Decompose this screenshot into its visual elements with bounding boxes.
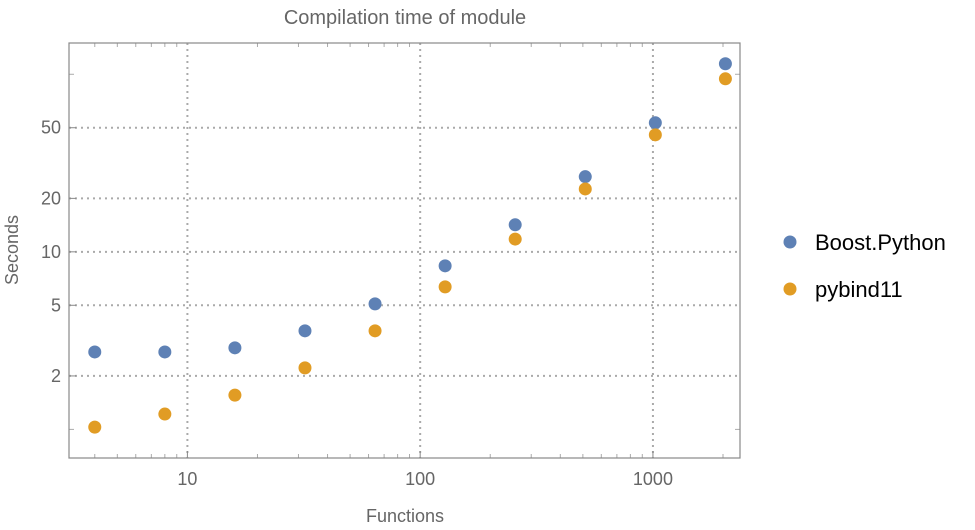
axis-ticks: 10 100 1000 2 5 10 20 50 <box>41 43 740 489</box>
point-pybind11 <box>298 361 312 375</box>
legend-marker <box>783 282 797 296</box>
point-boost-python <box>158 345 172 359</box>
point-boost-python <box>438 259 452 273</box>
point-boost-python <box>368 297 382 311</box>
x-tick-label: 100 <box>405 469 435 489</box>
y-axis-label: Seconds <box>2 215 22 285</box>
y-tick-label: 10 <box>41 242 61 262</box>
point-pybind11 <box>438 280 452 294</box>
data-points <box>88 57 732 434</box>
y-tick-label: 50 <box>41 118 61 138</box>
x-axis-label: Functions <box>366 506 444 525</box>
point-pybind11 <box>508 232 522 246</box>
point-boost-python <box>228 341 242 355</box>
y-tick-label: 2 <box>51 366 61 386</box>
point-pybind11 <box>368 324 382 338</box>
point-pybind11 <box>228 388 242 402</box>
chart-title: Compilation time of module <box>284 7 526 29</box>
x-tick-label: 1000 <box>633 469 673 489</box>
point-boost-python <box>88 345 102 359</box>
point-boost-python <box>508 218 522 232</box>
y-tick-label: 20 <box>41 188 61 208</box>
legend-label: Boost.Python <box>815 230 946 255</box>
point-boost-python <box>648 116 662 130</box>
grid <box>69 43 740 458</box>
x-tick-label: 10 <box>177 469 197 489</box>
point-boost-python <box>718 57 732 71</box>
point-pybind11 <box>88 420 102 434</box>
point-boost-python <box>298 324 312 338</box>
plot-frame <box>68 42 741 459</box>
legend-marker <box>783 235 797 249</box>
point-pybind11 <box>578 182 592 196</box>
legend-label: pybind11 <box>815 277 903 302</box>
point-pybind11 <box>158 407 172 421</box>
point-pybind11 <box>648 128 662 142</box>
point-pybind11 <box>718 72 732 86</box>
y-tick-label: 5 <box>51 295 61 315</box>
legend: Boost.Python pybind11 <box>783 230 946 302</box>
point-boost-python <box>578 170 592 184</box>
